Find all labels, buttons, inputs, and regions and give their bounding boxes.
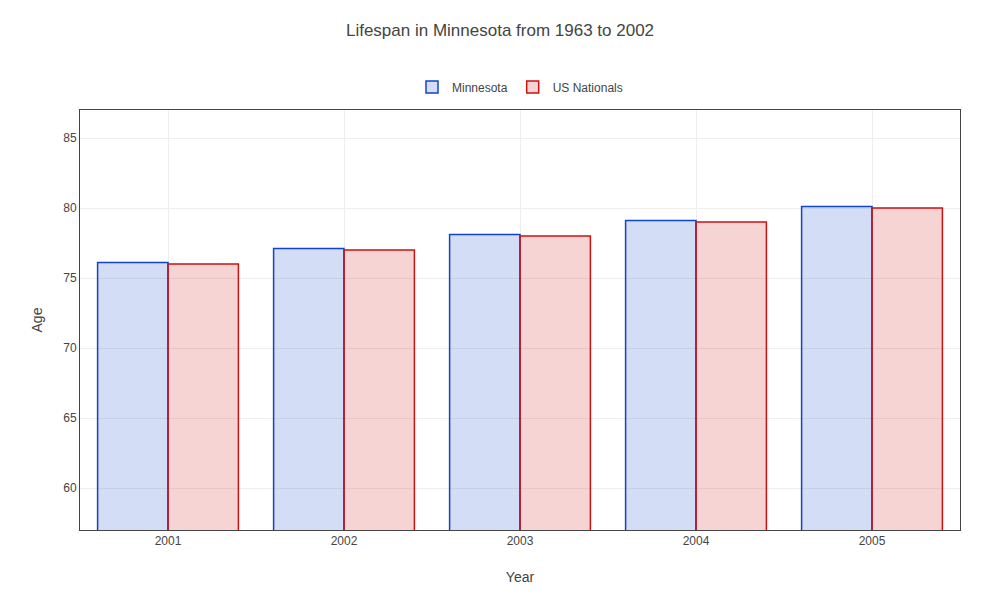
- svg-text:85: 85: [63, 131, 77, 145]
- svg-text:75: 75: [63, 271, 77, 285]
- svg-text:2004: 2004: [683, 534, 710, 548]
- svg-text:2002: 2002: [331, 534, 358, 548]
- svg-text:Year: Year: [506, 569, 535, 585]
- svg-text:2005: 2005: [859, 534, 886, 548]
- svg-text:Lifespan in Minnesota from 196: Lifespan in Minnesota from 1963 to 2002: [346, 21, 654, 40]
- svg-text:US Nationals: US Nationals: [553, 81, 623, 95]
- svg-text:2001: 2001: [155, 534, 182, 548]
- svg-text:80: 80: [63, 201, 77, 215]
- svg-text:Age: Age: [29, 307, 45, 332]
- svg-text:2003: 2003: [507, 534, 534, 548]
- svg-text:65: 65: [63, 411, 77, 425]
- svg-text:70: 70: [63, 341, 77, 355]
- svg-text:60: 60: [63, 481, 77, 495]
- svg-text:Minnesota: Minnesota: [452, 81, 508, 95]
